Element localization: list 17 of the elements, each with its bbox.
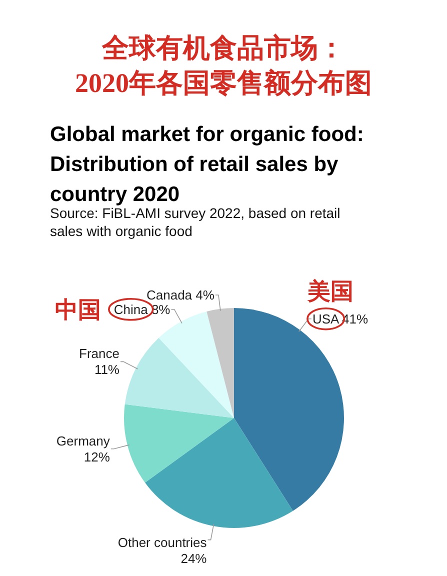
slice-label: Germany: [56, 433, 110, 448]
text: 中国: [54, 297, 101, 322]
pie-slice: [206, 308, 234, 418]
data-label: 12%: [84, 449, 110, 464]
data-label: 24%: [180, 550, 208, 566]
slice-label: Canada 4%: [146, 287, 215, 302]
slice-label: France: [79, 346, 120, 362]
pie-slice: [145, 418, 293, 528]
chart-title: 全球有机食品市场： 2020年各国零售额分布图: [75, 33, 372, 98]
data-label: 11%: [94, 362, 120, 378]
text: 美国: [307, 278, 354, 304]
source-note: Source: FiBL-AMI survey 2022, based on retail sales with organic food: [50, 205, 340, 239]
chart-subtitle: Global market for organic food: Distribution of retail sales by country 2020: [50, 123, 364, 206]
pie-slice: [124, 338, 234, 418]
slice-label: Other countries: [118, 534, 208, 550]
pie-slice: [234, 308, 344, 511]
pie-slice: [124, 404, 234, 483]
